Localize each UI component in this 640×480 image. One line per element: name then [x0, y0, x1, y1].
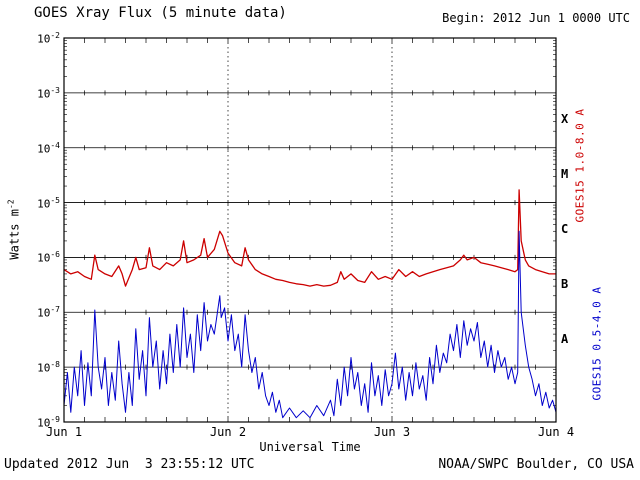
- x-axis-label: Universal Time: [259, 440, 361, 454]
- y-tick-label: 10-2: [37, 31, 60, 46]
- y-tick-label: 10-3: [37, 85, 60, 101]
- flare-class-label: M: [561, 167, 569, 182]
- y-tick-label: 10-7: [37, 305, 60, 320]
- agency-credit: NOAA/SWPC Boulder, CO USA: [438, 457, 634, 472]
- x-tick-label: Jun 3: [373, 425, 411, 439]
- y-tick-label: 10-8: [37, 360, 60, 375]
- y-tick-label: 10-9: [37, 415, 60, 430]
- updated-timestamp: Updated 2012 Jun 3 23:55:12 UTC: [4, 457, 255, 472]
- series-line-short: [63, 230, 557, 419]
- flare-class-label: X: [561, 112, 569, 127]
- y-tick-label: 10-5: [37, 195, 60, 211]
- flare-class-label: B: [561, 276, 569, 291]
- series-line-long: [63, 189, 556, 287]
- flare-class-label: C: [561, 222, 569, 236]
- y-axis-label-exponent: -2: [6, 199, 16, 210]
- flare-class-label: A: [561, 331, 569, 346]
- x-tick-label: Jun 4: [537, 425, 575, 439]
- x-tick-label: Jun 2: [209, 425, 247, 439]
- x-tick-label: Jun 1: [45, 425, 83, 439]
- y-axis-label: Watts m-2: [7, 140, 22, 320]
- y-tick-label: 10-6: [37, 250, 60, 266]
- begin-time-label: Begin: 2012 Jun 1 0000 UTC: [442, 11, 630, 25]
- series-label-short-band: GOES15 0.5-4.0 A: [590, 286, 604, 401]
- y-tick-label: 10-4: [37, 140, 60, 156]
- chart-title: GOES Xray Flux (5 minute data): [34, 5, 287, 21]
